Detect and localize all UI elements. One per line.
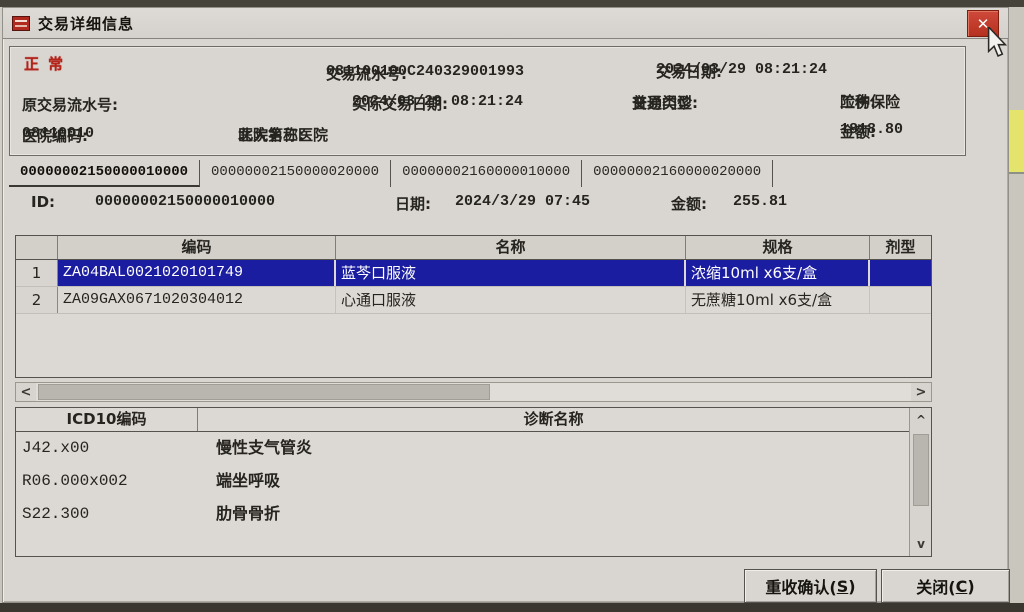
- status-badge: 正常: [24, 55, 73, 73]
- diagnosis-table: ICD10编码 诊断名称 J42.x00 慢性支气管炎 R06.000x002 …: [15, 407, 932, 557]
- reconfirm-button[interactable]: 重收确认(S): [744, 569, 877, 603]
- insurance-label: 险种:: [840, 93, 876, 111]
- col-code: 编码: [58, 236, 336, 259]
- row-number: 1: [16, 260, 58, 286]
- tab-record-1[interactable]: 00000002150000010000: [9, 160, 201, 187]
- record-tabs: 00000002150000010000 0000000215000002000…: [9, 160, 774, 187]
- cell-name: 心通口服液: [336, 287, 686, 313]
- reconfirm-mnemonic: S: [836, 576, 849, 596]
- transaction-detail-dialog: 交易详细信息 ✕ 正常 交易流水号: 081100100C240329001993…: [2, 7, 1010, 603]
- mouse-cursor: [987, 27, 1008, 57]
- col-form: 剂型: [885, 238, 916, 256]
- list-item[interactable]: S22.300 肋骨骨折: [16, 498, 909, 531]
- cell-name: 蓝芩口服液: [336, 260, 686, 286]
- record-date-label: 日期:: [395, 195, 431, 213]
- diagnosis-table-header: ICD10编码 诊断名称: [16, 408, 931, 432]
- scroll-up-icon[interactable]: ^: [915, 413, 927, 427]
- col-spec: 规格: [686, 236, 870, 259]
- cell-code: ZA09GAX0671020304012: [58, 287, 336, 313]
- txn-type-value: 普通门诊: [632, 94, 693, 112]
- reconfirm-label: 重收确认(: [765, 578, 837, 597]
- total-amount-label: 金额:: [840, 123, 876, 141]
- record-amount-value: 255.81: [733, 193, 788, 210]
- scroll-right-icon[interactable]: >: [915, 384, 927, 400]
- photo-top-edge: [0, 0, 1024, 7]
- hospital-name-value: 北大第三医院: [238, 126, 329, 144]
- scroll-down-icon[interactable]: v: [917, 537, 925, 551]
- actual-date-label: 实际交易日期:: [352, 95, 448, 113]
- list-item[interactable]: J42.x00 慢性支气管炎: [16, 432, 909, 465]
- close-label: 关闭(: [916, 578, 956, 597]
- cell-icd-code: J42.x00: [22, 439, 90, 457]
- cell-spec: 无蔗糖10ml x6支/盒: [686, 287, 870, 313]
- total-amount-value: 1818.80: [840, 121, 904, 138]
- txn-type-label: 交易类型:: [632, 94, 698, 112]
- col-rownum: [16, 236, 58, 259]
- table-row[interactable]: 1 ZA04BAL0021020101749 蓝芩口服液 浓缩10ml x6支/…: [16, 260, 931, 287]
- row-number: 2: [16, 287, 58, 313]
- desktop-background-strip: [1009, 7, 1024, 603]
- diagnosis-table-body: J42.x00 慢性支气管炎 R06.000x002 端坐呼吸 S22.300 …: [16, 432, 909, 556]
- background-yellow-block: [1009, 110, 1024, 172]
- transaction-summary-panel: 正常 交易流水号: 081100100C240329001993 交易日期: 202…: [9, 46, 966, 156]
- col-diagnosis-name: 诊断名称: [523, 410, 584, 428]
- list-item[interactable]: R06.000x002 端坐呼吸: [16, 465, 909, 498]
- horizontal-scroll-thumb[interactable]: [38, 384, 490, 400]
- cell-form: [870, 287, 931, 313]
- reconfirm-label-end: ): [848, 576, 856, 596]
- scroll-left-icon[interactable]: <: [20, 384, 32, 400]
- horizontal-scrollbar[interactable]: < >: [15, 382, 932, 402]
- txn-date-value: 2024/03/29 08:21:24: [656, 61, 828, 78]
- cell-code: ZA04BAL0021020101749: [58, 260, 336, 286]
- hospital-name-label: 医院名称:: [238, 126, 304, 144]
- cell-form: [870, 260, 931, 286]
- medicine-table: 编码 名称 规格 剂型 1 ZA04BAL0021020101749 蓝芩口服液…: [15, 235, 932, 378]
- tab-record-3[interactable]: 00000002160000010000: [391, 160, 583, 187]
- txn-date-label: 交易日期:: [656, 63, 722, 81]
- record-amount-label: 金额:: [671, 195, 707, 213]
- close-button[interactable]: 关闭(C): [881, 569, 1010, 603]
- cell-diagnosis: 端坐呼吸: [216, 471, 281, 490]
- col-name: 名称: [336, 236, 686, 259]
- record-date-value: 2024/3/29 07:45: [455, 193, 591, 210]
- dialog-title: 交易详细信息: [38, 14, 135, 33]
- tab-record-4[interactable]: 00000002160000020000: [582, 160, 774, 187]
- cell-icd-code: R06.000x002: [22, 472, 128, 490]
- hospital-code-value: 08110010: [22, 125, 95, 142]
- vertical-scrollbar[interactable]: ^ v: [909, 408, 931, 556]
- close-label-end: ): [967, 576, 975, 596]
- medicine-table-header: 编码 名称 规格 剂型: [16, 236, 931, 260]
- close-icon[interactable]: ✕: [967, 10, 999, 37]
- close-mnemonic: C: [955, 576, 968, 596]
- background-divider: [1009, 172, 1024, 174]
- vertical-scroll-thumb[interactable]: [913, 434, 929, 506]
- record-detail-row: ID: 00000002150000010000 日期: 2024/3/29 0…: [3, 193, 1008, 219]
- col-icd10: ICD10编码: [16, 408, 198, 431]
- record-id-label: ID:: [31, 193, 56, 211]
- record-id-value: 00000002150000010000: [95, 193, 276, 210]
- table-row[interactable]: 2 ZA09GAX0671020304012 心通口服液 无蔗糖10ml x6支…: [16, 287, 931, 314]
- app-icon: [12, 15, 30, 31]
- hospital-code-label: 医院编码:: [22, 127, 88, 145]
- insurance-value: 工伤保险: [840, 93, 901, 111]
- cell-icd-code: S22.300: [22, 505, 90, 523]
- title-bar[interactable]: 交易详细信息 ✕: [3, 8, 1008, 39]
- txn-serial-value: 081100100C240329001993: [326, 63, 525, 80]
- cell-spec: 浓缩10ml x6支/盒: [686, 260, 870, 286]
- actual-date-value: 2024/03/29 08:21:24: [352, 93, 524, 110]
- tab-record-2[interactable]: 00000002150000020000: [200, 160, 392, 187]
- photo-bottom-edge: [0, 603, 1024, 612]
- horizontal-scroll-track[interactable]: [36, 383, 911, 401]
- cell-diagnosis: 慢性支气管炎: [216, 438, 313, 457]
- orig-txn-label: 原交易流水号:: [22, 96, 118, 114]
- txn-serial-label: 交易流水号:: [326, 65, 407, 83]
- cell-diagnosis: 肋骨骨折: [216, 504, 281, 523]
